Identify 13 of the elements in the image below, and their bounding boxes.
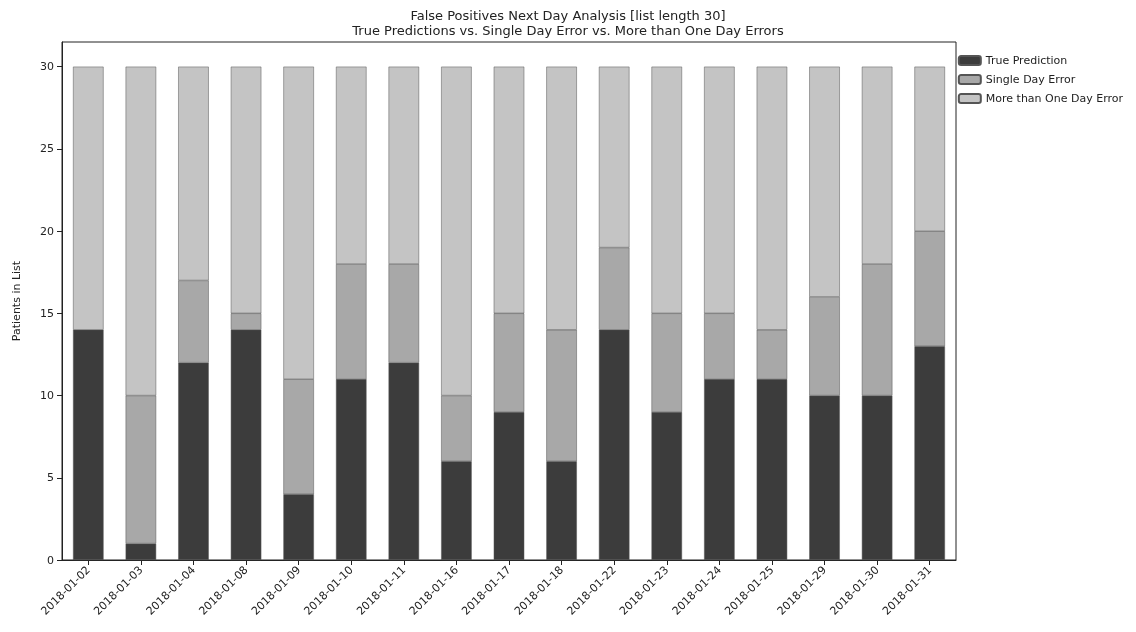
- y-tick-label: 15: [40, 306, 54, 320]
- y-tick-label: 25: [40, 142, 54, 156]
- y-tick-label: 20: [40, 224, 54, 238]
- y-tick-label: 0: [47, 553, 54, 567]
- chart-subtitle: True Predictions vs. Single Day Error vs. More than One Day Errors: [351, 23, 784, 38]
- y-tick-label: 5: [47, 471, 54, 485]
- y-tick-label: 10: [40, 389, 54, 403]
- chart-title: False Positives Next Day Analysis [list length 30]: [410, 8, 726, 23]
- legend-label: Single Day Error: [985, 73, 1076, 86]
- legend-label: True Prediction: [984, 54, 1068, 67]
- y-tick-label: 30: [40, 60, 54, 74]
- y-axis-title: Patients in List: [10, 260, 23, 342]
- legend-label: More than One Day Error: [985, 92, 1124, 105]
